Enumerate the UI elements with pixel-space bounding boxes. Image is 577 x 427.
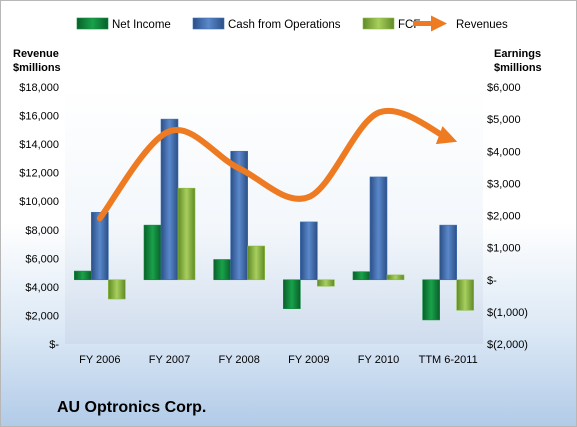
fcf-bar bbox=[247, 245, 265, 281]
revenues-line bbox=[96, 107, 458, 222]
left-axis-title-line2: $millions bbox=[13, 62, 61, 74]
left-axis: $- $2,000 $4,000 $6,000 $8,000 $10,000 $12,000… bbox=[19, 82, 59, 351]
right-axis-title-line1: Earnings bbox=[494, 48, 541, 60]
right-tick-label: $2,000 bbox=[487, 211, 521, 223]
fcf-bar bbox=[456, 279, 474, 311]
right-tick-label: $5,000 bbox=[487, 114, 521, 126]
right-tick-label: $(1,000) bbox=[487, 307, 528, 319]
fcf-bar bbox=[317, 279, 335, 287]
right-axis-title-line2: $millions bbox=[494, 62, 542, 74]
x-axis: FY 2006 FY 2007 FY 2008 FY 2009 FY 2010 TTM 6… bbox=[79, 354, 478, 366]
fcf-bar bbox=[108, 279, 126, 300]
cash-from-operations-bar bbox=[439, 224, 457, 281]
right-tick-label: $(2,000) bbox=[487, 339, 528, 351]
x-tick-label: FY 2010 bbox=[358, 354, 399, 366]
left-tick-label: $10,000 bbox=[19, 196, 59, 208]
right-tick-label: $6,000 bbox=[487, 82, 521, 94]
x-tick-label: FY 2006 bbox=[79, 354, 120, 366]
left-tick-label: $14,000 bbox=[19, 139, 59, 151]
left-tick-label: $4,000 bbox=[25, 282, 59, 294]
fcf-bar bbox=[386, 274, 405, 281]
cash-from-operations-bar bbox=[91, 211, 109, 281]
left-tick-label: $18,000 bbox=[19, 82, 59, 94]
net-income-bar bbox=[422, 279, 440, 321]
left-tick-label: $8,000 bbox=[25, 225, 59, 237]
net-income-bar bbox=[283, 279, 301, 309]
x-tick-label: FY 2008 bbox=[218, 354, 259, 366]
net-income-bar bbox=[74, 270, 92, 281]
fcf-bar bbox=[177, 187, 196, 281]
right-tick-label: $- bbox=[487, 275, 497, 287]
legend-cash-from-operations-swatch bbox=[192, 17, 225, 30]
legend-revenues-label: Revenues bbox=[456, 19, 508, 31]
net-income-bar bbox=[143, 224, 162, 281]
right-tick-label: $3,000 bbox=[487, 178, 521, 190]
left-tick-label: $2,000 bbox=[25, 310, 59, 322]
cash-from-operations-bar bbox=[230, 150, 248, 281]
x-tick-label: FY 2007 bbox=[149, 354, 190, 366]
right-axis: $(2,000) $(1,000) $- $1,000 $2,000 $3,000 $4,0… bbox=[487, 82, 528, 351]
right-tick-label: $1,000 bbox=[487, 243, 521, 255]
bars bbox=[74, 118, 474, 321]
x-tick-label: FY 2009 bbox=[288, 354, 329, 366]
cash-from-operations-bar bbox=[300, 221, 318, 281]
net-income-bar bbox=[352, 271, 371, 281]
left-tick-label: $16,000 bbox=[19, 111, 59, 123]
legend-cash-from-operations-label: Cash from Operations bbox=[228, 19, 341, 31]
left-tick-label: $6,000 bbox=[25, 253, 59, 265]
plot-area bbox=[65, 87, 483, 344]
x-tick-label: TTM 6-2011 bbox=[419, 354, 478, 366]
company-name: AU Optronics Corp. bbox=[57, 399, 207, 416]
left-axis-title-line1: Revenue bbox=[13, 48, 59, 60]
legend-net-income-label: Net Income bbox=[112, 19, 171, 31]
legend-net-income-swatch bbox=[76, 17, 109, 30]
left-tick-label: $12,000 bbox=[19, 168, 59, 180]
revenues-series-line bbox=[96, 107, 458, 222]
right-tick-label: $4,000 bbox=[487, 146, 521, 158]
legend-fcf-swatch bbox=[362, 17, 395, 30]
legend: Net Income Cash from Operations FCF Revenue… bbox=[76, 15, 508, 32]
cash-from-operations-bar bbox=[369, 176, 388, 281]
left-tick-label: $- bbox=[49, 339, 59, 351]
net-income-bar bbox=[213, 259, 231, 281]
cash-from-operations-bar bbox=[160, 118, 179, 281]
